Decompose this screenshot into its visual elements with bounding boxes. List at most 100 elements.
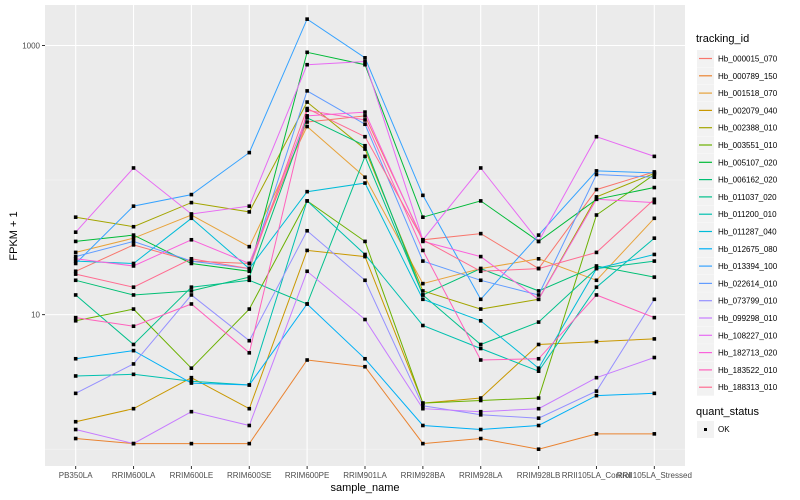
legend-label: Hb_002079_040 — [718, 106, 778, 115]
data-point — [536, 396, 541, 400]
data-point — [247, 307, 252, 311]
legend-label: Hb_073799_010 — [718, 297, 778, 306]
series-points — [73, 17, 657, 451]
data-point — [189, 259, 194, 263]
data-point — [305, 116, 309, 120]
data-point — [363, 134, 367, 139]
data-point — [73, 215, 78, 219]
legend-label: Hb_003551_010 — [718, 141, 778, 150]
data-point — [363, 175, 367, 180]
data-point — [421, 281, 425, 286]
data-point — [478, 396, 483, 400]
data-point — [305, 228, 309, 233]
data-point — [73, 269, 78, 274]
data-point — [594, 278, 599, 283]
data-point — [363, 154, 367, 159]
legend-point-icon — [704, 428, 707, 431]
data-point — [247, 406, 252, 411]
data-point — [421, 215, 425, 219]
data-point — [131, 285, 136, 289]
data-point — [594, 169, 599, 173]
x-axis-title: sample_name — [330, 482, 399, 494]
data-point — [363, 278, 367, 283]
data-point — [189, 256, 194, 261]
data-point — [73, 261, 78, 266]
y-axis-title: FPKM + 1 — [8, 211, 20, 260]
data-point — [305, 106, 309, 111]
x-tick-label: RRIM600LE — [170, 471, 214, 480]
data-point — [131, 239, 136, 244]
x-tick-label: RRIM928LB — [517, 471, 561, 480]
data-point — [536, 447, 541, 451]
legend-label: Hb_005107_020 — [718, 158, 778, 167]
data-point — [536, 342, 541, 347]
data-point — [536, 369, 541, 373]
data-point — [363, 317, 367, 322]
data-point — [131, 307, 136, 311]
data-point — [363, 239, 367, 244]
data-point — [536, 366, 541, 370]
data-point — [652, 275, 657, 279]
data-point — [189, 289, 194, 293]
data-point — [363, 147, 367, 151]
data-point — [73, 272, 78, 276]
data-point — [421, 259, 425, 263]
legend-label: Hb_012675_080 — [718, 245, 778, 254]
data-point — [536, 406, 541, 411]
data-point — [594, 432, 599, 436]
data-point — [131, 264, 136, 268]
data-point — [478, 427, 483, 432]
legend-label: Hb_011200_010 — [718, 210, 777, 219]
legend-color-title: tracking_id — [696, 33, 749, 45]
data-point — [131, 324, 136, 329]
data-point — [594, 134, 599, 139]
data-point — [73, 250, 78, 255]
data-point — [536, 416, 541, 420]
legend-label: Hb_013394_100 — [718, 262, 778, 271]
data-point — [189, 409, 194, 414]
data-point — [131, 372, 136, 377]
data-point — [73, 254, 78, 259]
data-point — [305, 302, 309, 306]
data-point — [73, 419, 78, 424]
legend-label: Hb_000789_150 — [718, 72, 778, 81]
data-point — [363, 254, 367, 259]
data-point — [536, 297, 541, 302]
data-point — [421, 401, 425, 405]
data-point — [189, 212, 194, 216]
data-point — [652, 175, 657, 180]
data-point — [652, 432, 657, 436]
legend-label: Hb_001518_070 — [718, 89, 778, 98]
data-point — [189, 192, 194, 197]
data-point — [131, 362, 136, 366]
data-point — [536, 239, 541, 244]
data-point — [305, 114, 309, 118]
data-point — [363, 59, 367, 64]
data-point — [421, 297, 425, 302]
data-point — [131, 441, 136, 446]
x-tick-label: RRIM600SE — [227, 471, 271, 480]
data-point — [247, 269, 252, 274]
data-point — [594, 195, 599, 199]
data-point — [421, 289, 425, 293]
data-point — [247, 275, 252, 279]
data-point — [73, 356, 78, 361]
data-point — [363, 118, 367, 122]
data-point — [652, 216, 657, 221]
data-point — [652, 200, 657, 205]
y-tick-label: 1000 — [22, 42, 40, 51]
data-point — [73, 239, 78, 244]
data-point — [652, 315, 657, 320]
data-point — [478, 199, 483, 203]
data-point — [594, 339, 599, 344]
data-point — [131, 243, 136, 247]
data-point — [594, 285, 599, 289]
data-point — [247, 150, 252, 155]
data-point — [652, 259, 657, 263]
data-point — [73, 259, 78, 263]
data-point — [73, 391, 78, 396]
data-point — [594, 213, 599, 217]
x-tick-label: RRIM928BA — [401, 471, 446, 480]
data-point — [594, 266, 599, 271]
